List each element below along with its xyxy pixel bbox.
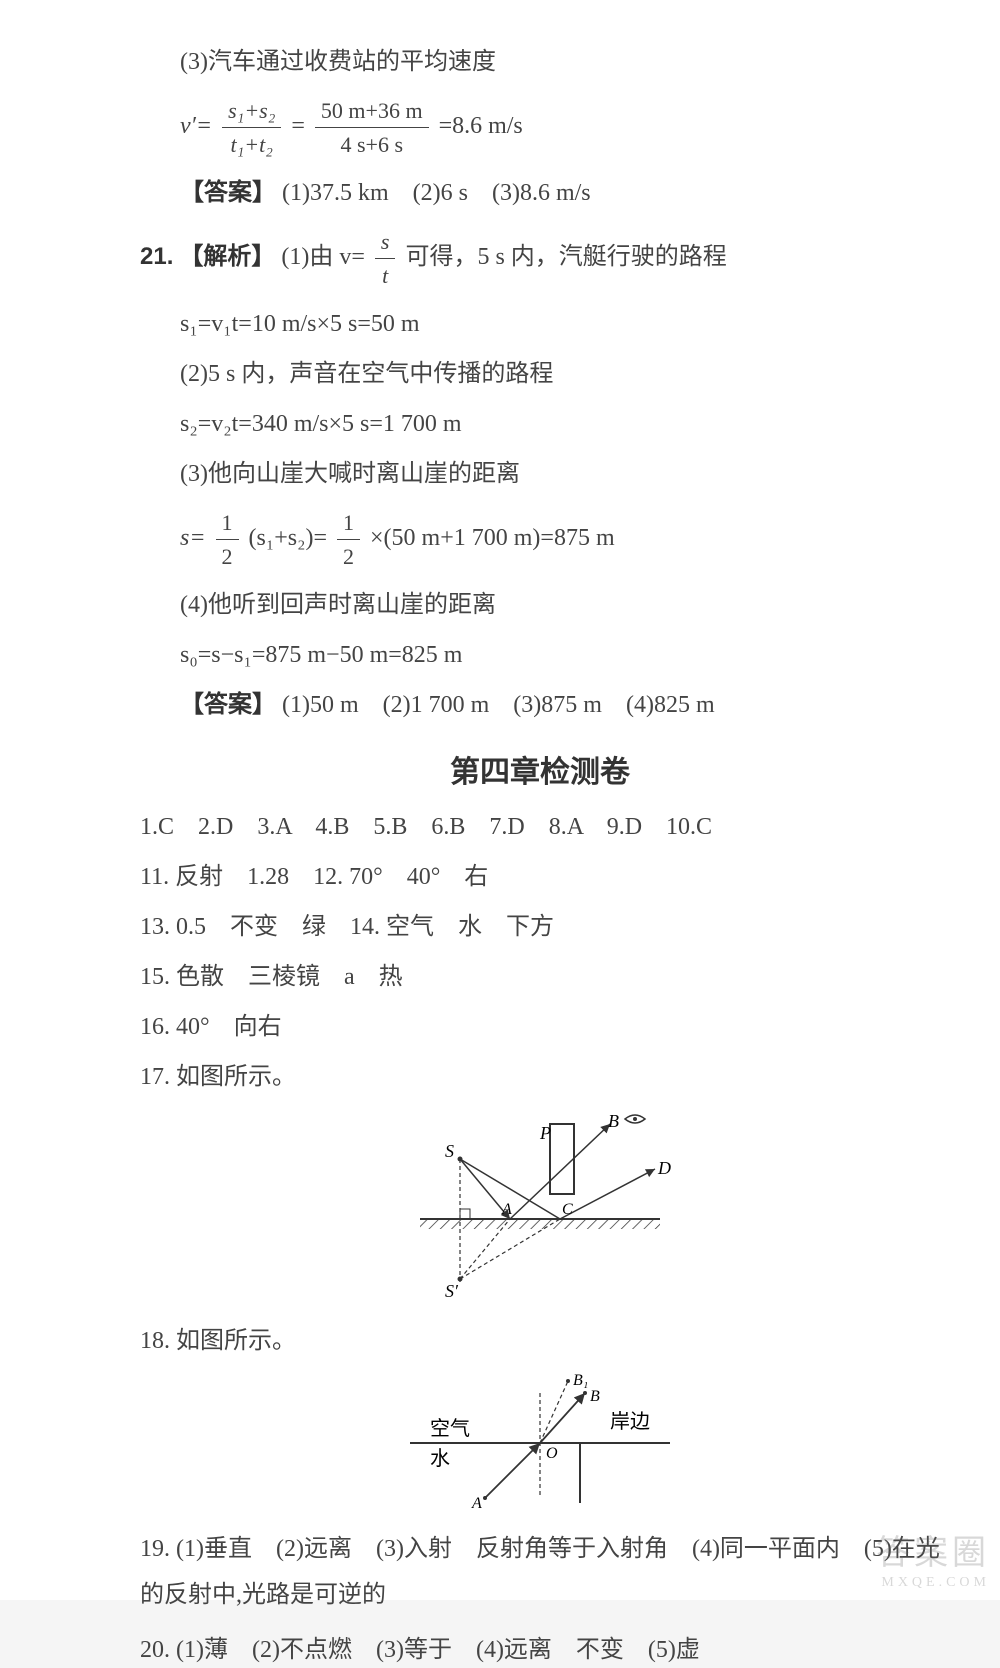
label-C: C [562, 1201, 573, 1218]
q21-part1-b: 可得，5 s 内，汽艇行驶的路程 [405, 244, 726, 270]
label-A18: A [471, 1495, 482, 1512]
q20-answer: 【答案】 (1)37.5 km (2)6 s (3)8.6 m/s [140, 175, 940, 211]
diagram-17: P S A C B D S′ [140, 1109, 940, 1309]
watermark-small: MXQE.COM [876, 1575, 990, 1592]
label-A: A [501, 1201, 512, 1218]
ch4-q17: 17. 如图所示。 [140, 1059, 940, 1095]
q20-answer-text: (1)37.5 km (2)6 s (3)8.6 m/s [282, 180, 591, 206]
q21-part1-frac: s t [375, 225, 396, 292]
label-B: B [608, 1111, 619, 1131]
ch4-q18: 18. 如图所示。 [140, 1323, 940, 1359]
ch4-title: 第四章检测卷 [140, 747, 940, 791]
diagram-18: O A B B₁ 空气 水 岸边 [140, 1373, 940, 1513]
watermark-big: 答案圈 [876, 1534, 990, 1575]
q20-formula: v′= s₁+s₂ t₁+t₂ = 50 m+36 m 4 s+6 s =8.6… [140, 94, 940, 161]
q20-lhs: v′= [180, 113, 212, 139]
label-air: 空气 [430, 1417, 470, 1440]
q20-part3-intro: (3)汽车通过收费站的平均速度 [140, 44, 940, 80]
q21-part4-eq: s₀=s−s₁=875 m−50 m=825 m [140, 637, 940, 673]
q21-number: 21. [140, 243, 173, 270]
label-B18: B [590, 1388, 600, 1405]
q21-part3-frac1: 1 2 [216, 506, 239, 573]
label-D: D [657, 1158, 671, 1178]
label-S: S [445, 1141, 454, 1161]
q21-part3-eq: s= 1 2 (s₁+s₂)= 1 2 ×(50 m+1 700 m)=875 … [140, 506, 940, 573]
label-water: 水 [430, 1447, 450, 1470]
q21-part2-eq: s₂=v₂t=340 m/s×5 s=1 700 m [140, 406, 940, 442]
q21-part1-a: (1)由 v= [281, 244, 365, 270]
q20-result: =8.6 m/s [439, 113, 523, 139]
label-B1: B₁ [573, 1373, 588, 1389]
ch4-q19: 19. (1)垂直 (2)远离 (3)入射 反射角等于入射角 (4)同一平面内 … [140, 1527, 940, 1618]
q20-eq1: = [291, 113, 305, 139]
q21-part3-mid: (s₁+s₂)= [249, 525, 327, 551]
q21-part2-intro: (2)5 s 内，声音在空气中传播的路程 [140, 356, 940, 392]
q21-answer-label: 【答案】 [180, 691, 276, 718]
ch4-q13: 13. 0.5 不变 绿 14. 空气 水 下方 [140, 909, 940, 945]
label-Sprime: S′ [445, 1281, 459, 1301]
ch4-q11: 11. 反射 1.28 12. 70° 40° 右 [140, 859, 940, 895]
ch4-q20: 20. (1)薄 (2)不点燃 (3)等于 (4)远离 不变 (5)虚 [140, 1632, 940, 1668]
label-P: P [539, 1123, 551, 1143]
q20-frac2: 50 m+36 m 4 s+6 s [315, 94, 429, 161]
ch4-mcq: 1.C 2.D 3.A 4.B 5.B 6.B 7.D 8.A 9.D 10.C [140, 809, 940, 845]
q21-line1: 21. 【解析】 (1)由 v= s t 可得，5 s 内，汽艇行驶的路程 [140, 225, 940, 292]
q21-analysis-label: 【解析】 [179, 243, 275, 270]
q21-part3-tail: ×(50 m+1 700 m)=875 m [370, 525, 615, 551]
q21-part1-eq: s₁=v₁t=10 m/s×5 s=50 m [140, 306, 940, 342]
q21-part3-frac2: 1 2 [337, 506, 360, 573]
q21-part3-lhs: s= [180, 525, 206, 551]
ch4-q15: 15. 色散 三棱镜 a 热 [140, 959, 940, 995]
q21-answer: 【答案】 (1)50 m (2)1 700 m (3)875 m (4)825 … [140, 687, 940, 723]
label-bank: 岸边 [610, 1410, 650, 1433]
q21-part4-intro: (4)他听到回声时离山崖的距离 [140, 587, 940, 623]
watermark: 答案圈 MXQE.COM [876, 1534, 990, 1592]
q21-part3-intro: (3)他向山崖大喊时离山崖的距离 [140, 456, 940, 492]
ch4-q16: 16. 40° 向右 [140, 1009, 940, 1045]
label-O: O [546, 1445, 558, 1462]
q20-answer-label: 【答案】 [180, 179, 276, 206]
q20-frac1: s₁+s₂ t₁+t₂ [222, 94, 281, 161]
q21-answer-text: (1)50 m (2)1 700 m (3)875 m (4)825 m [282, 692, 715, 718]
